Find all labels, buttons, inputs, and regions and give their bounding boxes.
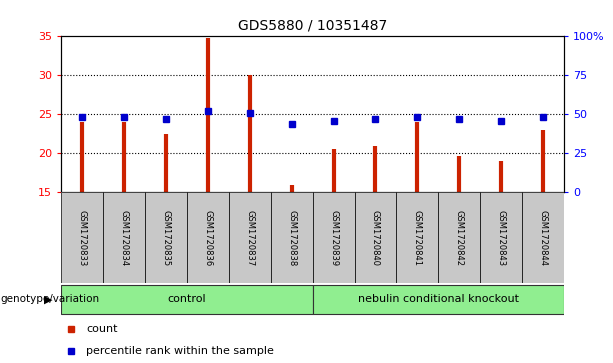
- Bar: [397, 192, 438, 283]
- Bar: [480, 192, 522, 283]
- Bar: [187, 192, 229, 283]
- Text: GSM1720833: GSM1720833: [78, 210, 87, 266]
- Bar: [522, 192, 564, 283]
- Text: genotype/variation: genotype/variation: [0, 294, 99, 305]
- Text: GSM1720838: GSM1720838: [287, 210, 296, 266]
- Bar: [354, 192, 397, 283]
- Bar: [103, 192, 145, 283]
- Text: percentile rank within the sample: percentile rank within the sample: [86, 346, 274, 356]
- Bar: [313, 192, 354, 283]
- Text: GSM1720834: GSM1720834: [120, 210, 129, 266]
- Text: GSM1720842: GSM1720842: [455, 210, 464, 266]
- Text: ▶: ▶: [44, 294, 52, 305]
- Bar: [61, 285, 313, 314]
- Text: GSM1720843: GSM1720843: [497, 210, 506, 266]
- Text: GSM1720844: GSM1720844: [538, 210, 547, 266]
- Bar: [438, 192, 480, 283]
- Bar: [229, 192, 271, 283]
- Text: GSM1720841: GSM1720841: [413, 210, 422, 266]
- Title: GDS5880 / 10351487: GDS5880 / 10351487: [238, 19, 387, 32]
- Bar: [271, 192, 313, 283]
- Bar: [61, 192, 103, 283]
- Text: count: count: [86, 324, 118, 334]
- Text: GSM1720839: GSM1720839: [329, 210, 338, 266]
- Text: GSM1720837: GSM1720837: [245, 210, 254, 266]
- Bar: [313, 285, 564, 314]
- Text: GSM1720840: GSM1720840: [371, 210, 380, 266]
- Text: nebulin conditional knockout: nebulin conditional knockout: [358, 294, 519, 305]
- Text: GSM1720836: GSM1720836: [204, 210, 213, 266]
- Text: control: control: [167, 294, 207, 305]
- Text: GSM1720835: GSM1720835: [161, 210, 170, 266]
- Bar: [145, 192, 187, 283]
